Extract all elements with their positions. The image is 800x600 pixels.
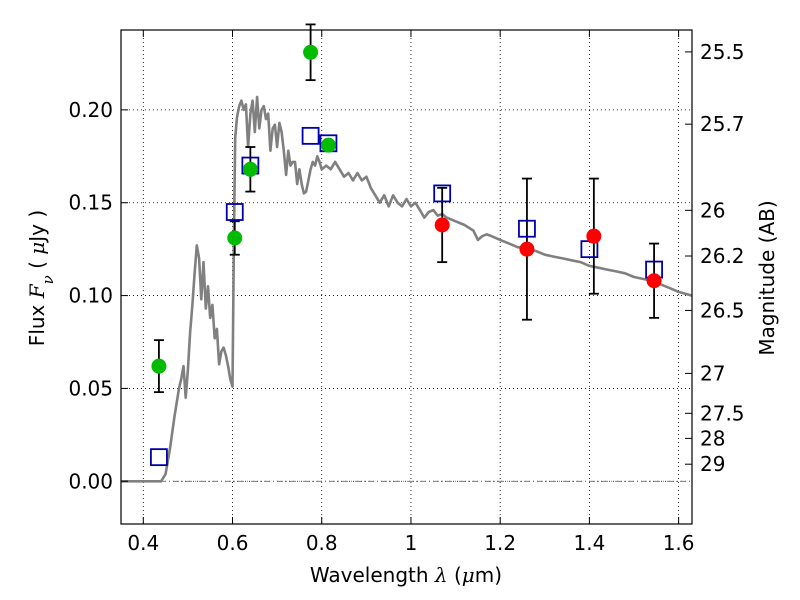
y-axis-unit-open: ( [25,261,49,269]
magnitude-tick-label: 27.5 [700,401,745,425]
x-tick-label: 1.2 [484,531,516,555]
data-point-0 [320,137,336,153]
y-tick-label: 0.20 [68,98,113,122]
observed-photometry-markers [151,44,662,374]
y-tick-label: 0.00 [68,469,113,493]
x-axis-unit-open: ( [454,563,462,587]
model-square-marker [301,126,320,145]
magnitude-tick-label: 26.5 [700,298,745,322]
x-axis-label-text: Wavelength [310,563,429,587]
spectrum-line [121,95,693,483]
plot-frame [120,29,693,525]
y-tick-label: 0.10 [68,284,113,308]
model-square-marker [518,219,536,238]
x-axis-unit-rest: m) [475,563,502,587]
magnitude-tick-label: 25.5 [700,40,745,64]
x-tick-label: 0.6 [217,531,249,555]
data-point-1 [586,228,602,244]
x-axis-unit-mu: μ [462,563,475,587]
data-point-1 [519,241,535,257]
model-spectrum [121,95,693,483]
y-tick-label: 0.05 [68,376,113,400]
axes [120,29,693,525]
magnitude-tick-label: 25.7 [700,112,745,136]
data-point-0 [242,161,258,177]
grid [121,30,692,524]
error-bars [153,23,660,394]
x-tick-label: 1 [405,531,418,555]
data-point-0 [151,358,167,374]
y-axis-unit-mu: μ [25,242,49,255]
x-tick-label: 0.8 [306,531,338,555]
magnitude-tick-label: 28 [700,426,725,450]
x-tick-label: 0.4 [127,531,159,555]
model-photometry-markers [150,126,663,467]
magnitude-tick-label: 29 [700,452,725,476]
model-square-marker [433,184,452,203]
y-axis-symbol: F [25,283,49,299]
y-axis-unit-rest: Jy ) [25,210,49,244]
magnitude-tick-label: 26.2 [700,244,745,268]
model-square-marker [225,203,244,221]
magnitude-tick-label: 27 [700,361,725,385]
model-square-marker [150,448,168,467]
x-axis-label: Wavelength λ (μm) [310,563,502,587]
data-point-1 [646,273,662,289]
y-tick-label: 0.15 [68,191,113,215]
right-axis-label: Magnitude (AB) [755,200,779,355]
x-tick-label: 1.4 [573,531,605,555]
y-axis-subscript: ν [39,275,57,284]
y-axis-label: Flux Fν ( μJy ) [25,210,57,346]
x-tick-label: 1.6 [663,531,695,555]
data-point-1 [434,217,450,233]
x-axis-symbol: λ [434,563,448,587]
data-point-0 [303,44,319,60]
magnitude-tick-label: 26 [700,198,725,222]
tick-labels: 0.4 0.6 0.8 1 1.2 1.4 1.6 0.00 0.05 0.10 0.15 0.20 2… [68,40,744,555]
y-axis-label-text: Flux [25,304,49,346]
data-point-0 [227,230,243,246]
